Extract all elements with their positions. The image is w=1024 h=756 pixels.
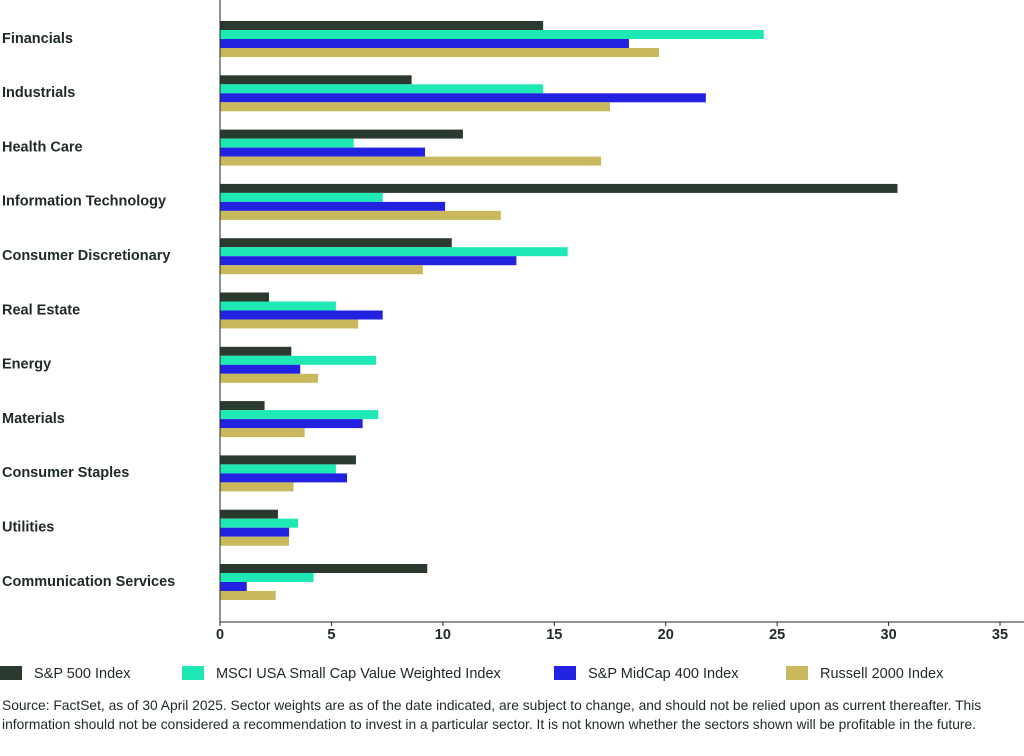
category-label: Materials <box>2 411 65 427</box>
bar <box>220 364 301 374</box>
bar <box>220 48 660 57</box>
bar <box>220 419 363 429</box>
bar <box>220 455 356 465</box>
bar <box>220 201 446 211</box>
bar <box>220 84 544 94</box>
bar <box>220 582 247 591</box>
bar <box>220 238 452 248</box>
x-tick-label: 0 <box>216 627 224 643</box>
bar <box>220 147 426 157</box>
legend-swatch <box>554 666 576 680</box>
x-tick-label: 35 <box>992 627 1008 643</box>
x-tick-label: 25 <box>769 627 785 643</box>
bar <box>220 319 359 329</box>
legend-label: S&P 500 Index <box>34 666 131 682</box>
category-label: Utilities <box>2 520 54 536</box>
category-label: Information Technology <box>2 194 166 210</box>
bar <box>220 30 764 39</box>
bar <box>220 591 276 600</box>
bar <box>220 509 278 519</box>
bar <box>220 102 610 112</box>
category-label: Health Care <box>2 139 83 155</box>
x-tick-label: 20 <box>658 627 674 643</box>
bar <box>220 301 336 311</box>
x-tick-label: 10 <box>435 627 451 643</box>
bar <box>220 93 706 103</box>
bar <box>220 75 412 85</box>
bar <box>220 39 629 48</box>
bar <box>220 401 265 411</box>
bar <box>220 192 383 202</box>
x-tick-label: 15 <box>546 627 562 643</box>
bar <box>220 564 428 573</box>
bar <box>220 292 270 302</box>
legend-swatch <box>0 666 22 680</box>
legend-swatch <box>786 666 808 680</box>
bar <box>220 183 898 193</box>
category-label: Consumer Staples <box>2 465 129 481</box>
bar <box>220 129 463 139</box>
bar <box>220 210 501 220</box>
bar <box>220 21 544 30</box>
source-note: Source: FactSet, as of 30 April 2025. Se… <box>2 698 982 732</box>
category-label: Industrials <box>2 85 75 101</box>
bar <box>220 473 348 483</box>
bar <box>220 518 298 528</box>
bar <box>220 310 383 320</box>
bar <box>220 536 290 546</box>
bar <box>220 373 319 383</box>
bar <box>220 482 294 492</box>
bar <box>220 247 568 257</box>
x-tick-label: 30 <box>881 627 897 643</box>
bar <box>220 410 379 420</box>
bar <box>220 346 292 356</box>
category-label: Consumer Discretionary <box>2 248 170 264</box>
legend-label: S&P MidCap 400 Index <box>588 666 739 682</box>
bar <box>220 156 602 166</box>
legend-label: MSCI USA Small Cap Value Weighted Index <box>216 666 502 682</box>
bar <box>220 265 423 275</box>
chart: Financials Industrials Health Care Informat… <box>0 0 1024 682</box>
category-label: Communication Services <box>2 574 175 590</box>
legend-label: Russell 2000 Index <box>820 666 944 682</box>
category-label: Energy <box>2 357 51 373</box>
x-tick-label: 5 <box>327 627 335 643</box>
category-label: Real Estate <box>2 302 80 318</box>
category-label: Financials <box>2 31 73 47</box>
bar <box>220 355 376 365</box>
bar <box>220 256 517 266</box>
bar <box>220 527 290 537</box>
legend-swatch <box>182 666 204 680</box>
bar <box>220 573 314 582</box>
bar <box>220 138 354 148</box>
bar <box>220 428 305 438</box>
bar <box>220 464 336 474</box>
